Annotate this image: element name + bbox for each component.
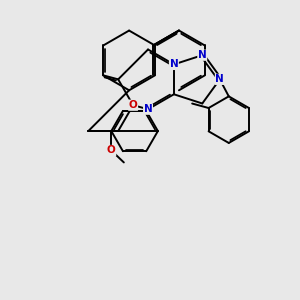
Text: N: N	[215, 74, 224, 84]
Text: O: O	[129, 100, 137, 110]
Text: N: N	[169, 59, 178, 69]
Text: O: O	[107, 146, 116, 155]
Text: N: N	[198, 50, 207, 60]
Text: N: N	[144, 104, 152, 114]
